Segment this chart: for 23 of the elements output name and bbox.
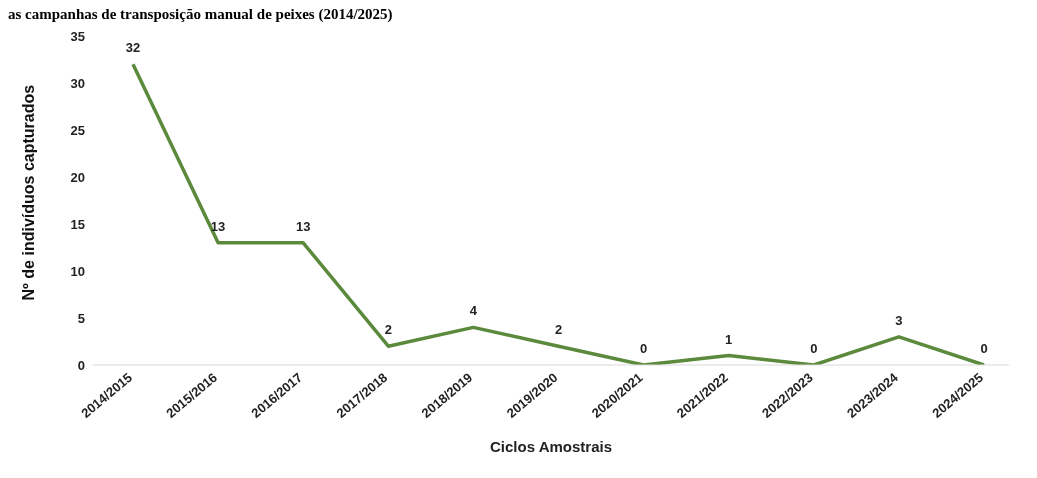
data-label: 2 [384, 322, 392, 338]
y-axis-title: Nº de indivíduos capturados [19, 84, 37, 301]
data-label: 0 [639, 341, 648, 356]
data-label: 2 [554, 322, 563, 338]
x-axis-title: Ciclos Amostrais [490, 438, 612, 455]
y-tick-label: 20 [70, 169, 85, 185]
chart-title: as campanhas de transposição manual de peixes (2014/2025) [8, 6, 393, 23]
y-tick-label: 25 [70, 122, 85, 138]
y-tick-label: 35 [70, 28, 85, 44]
y-tick-label: 5 [77, 310, 85, 326]
data-label: 13 [210, 218, 226, 234]
y-tick-label: 10 [70, 263, 85, 279]
data-label: 0 [980, 341, 988, 356]
data-label: 1 [725, 331, 733, 347]
y-tick-label: 15 [70, 216, 85, 232]
data-label: 3 [895, 312, 903, 328]
line-series [131, 62, 986, 365]
data-label: 0 [810, 341, 818, 356]
y-tick-label: 30 [70, 75, 85, 91]
y-tick-label: 0 [77, 357, 85, 373]
data-label: 4 [469, 303, 478, 319]
data-label: 32 [125, 40, 141, 56]
data-label: 13 [295, 218, 311, 234]
